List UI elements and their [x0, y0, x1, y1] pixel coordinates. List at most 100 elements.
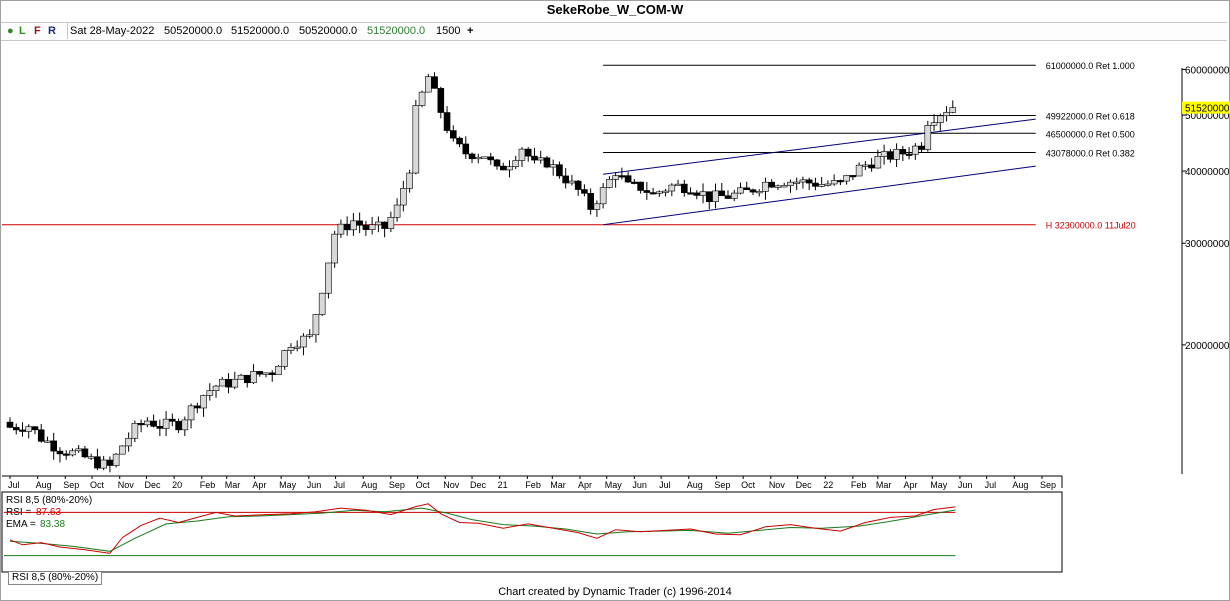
time-axis-tick-label: Aug	[36, 480, 52, 490]
candle-down	[631, 181, 638, 184]
f-button[interactable]: F	[34, 25, 41, 37]
candle-up	[125, 437, 132, 447]
candle-up	[393, 204, 401, 218]
candle-down	[356, 220, 363, 226]
candle-up	[181, 419, 189, 431]
bar-open: 50520000.0	[164, 25, 223, 37]
candle-up	[69, 450, 76, 456]
candle-up	[262, 372, 270, 375]
candle-down	[31, 426, 39, 431]
time-axis-tick-label: Oct	[416, 480, 431, 490]
trend-channel-line	[603, 165, 1036, 226]
price-axis-tick-label: 30000000.	[1185, 239, 1230, 250]
candle-down	[56, 450, 64, 455]
candle-up	[818, 184, 825, 187]
candle-down	[743, 187, 751, 191]
time-axis-tick-label: Sep	[714, 480, 730, 490]
candle-down	[487, 156, 495, 161]
candle-down	[137, 423, 145, 426]
candle-up	[325, 262, 332, 294]
price-axis-tick-label: 50000000.	[1185, 111, 1230, 122]
bar-date: Sat 28-May-2022	[70, 25, 155, 37]
candle-up	[187, 405, 195, 421]
time-axis-tick-label: Jul	[8, 480, 20, 490]
rsi-readout-label: EMA =	[6, 519, 36, 530]
candle-up	[112, 453, 120, 466]
candle-down	[749, 189, 757, 193]
candle-up	[287, 347, 295, 351]
l-button[interactable]: L	[19, 25, 26, 37]
candle-up	[537, 157, 545, 161]
candle-up	[87, 456, 95, 459]
time-axis-tick-label: Nov	[443, 480, 460, 490]
time-axis-tick-label: Sep	[389, 480, 405, 490]
candle-down	[637, 181, 644, 191]
candle-down	[156, 425, 164, 429]
candle-up	[712, 190, 719, 203]
candle-down	[618, 175, 626, 178]
time-axis-tick-label: Jul	[334, 480, 346, 490]
candle-up	[306, 334, 313, 337]
candle-up	[699, 191, 707, 196]
candle-up	[275, 365, 282, 376]
time-axis-tick-label: Nov	[118, 480, 135, 490]
candle-up	[387, 217, 395, 229]
candle-up	[662, 190, 669, 193]
candle-up	[506, 166, 513, 171]
time-axis-tick-label: Apr	[578, 480, 592, 490]
candle-down	[456, 137, 463, 145]
candle-up	[668, 184, 676, 192]
candle-up	[375, 221, 382, 226]
bar-volume: 1500	[436, 25, 461, 37]
candle-down	[724, 195, 732, 199]
candle-up	[612, 175, 619, 180]
candle-down	[562, 175, 569, 184]
candle-up	[418, 91, 426, 106]
time-axis-tick-label: 21	[498, 480, 508, 490]
candle-up	[762, 181, 769, 192]
candle-up	[312, 314, 320, 336]
time-axis-tick-label: Nov	[769, 480, 786, 490]
candle-down	[581, 189, 588, 194]
candle-up	[44, 440, 51, 443]
time-axis-tick-label: Dec	[796, 480, 813, 490]
support-level-label: H 32300000.0 11Jul20	[1046, 221, 1136, 231]
candle-down	[437, 88, 445, 113]
time-axis-tick-label: Feb	[851, 480, 867, 490]
candle-up	[368, 224, 376, 230]
candle-down	[225, 378, 232, 388]
chart-title: SekeRobe_W_COM-W	[546, 2, 684, 17]
candle-up	[250, 371, 257, 384]
price-panel	[2, 475, 1063, 488]
rsi-panel-tab[interactable]: RSI 8,5 (80%-20%)	[8, 572, 103, 585]
candle-up	[787, 181, 794, 186]
candle-up	[593, 203, 601, 210]
rsi-title: RSI 8,5 (80%-20%)	[6, 495, 92, 506]
candlestick-series	[6, 72, 957, 473]
bar-high: 51520000.0	[231, 25, 290, 37]
bar-close: 51520000.0	[367, 25, 426, 37]
candle-down	[169, 418, 176, 422]
toolbar-divider	[67, 23, 68, 39]
rsi-readout-value: 83.38	[40, 519, 65, 530]
add-icon[interactable]: +	[467, 25, 474, 37]
candle-up	[936, 115, 944, 123]
candle-down	[543, 157, 551, 168]
fib-level-label: 49922000.0 Ret 0.618	[1046, 112, 1135, 122]
candle-down	[905, 153, 913, 156]
time-axis-tick-label: Feb	[200, 480, 216, 490]
status-dot-icon: ●	[7, 25, 14, 37]
candle-down	[12, 427, 20, 431]
time-axis-tick-label: Oct	[90, 480, 105, 490]
candle-up	[599, 187, 607, 205]
r-button[interactable]: R	[48, 25, 56, 37]
price-axis-tick-label: 20000000.	[1185, 341, 1230, 352]
time-axis-tick-label: Dec	[144, 480, 161, 490]
time-axis-tick-label: May	[930, 480, 948, 490]
candle-down	[343, 223, 351, 231]
candle-up	[943, 112, 950, 117]
candle-up	[512, 160, 520, 167]
candle-down	[587, 193, 594, 210]
candle-up	[293, 346, 301, 349]
candle-down	[150, 420, 157, 427]
